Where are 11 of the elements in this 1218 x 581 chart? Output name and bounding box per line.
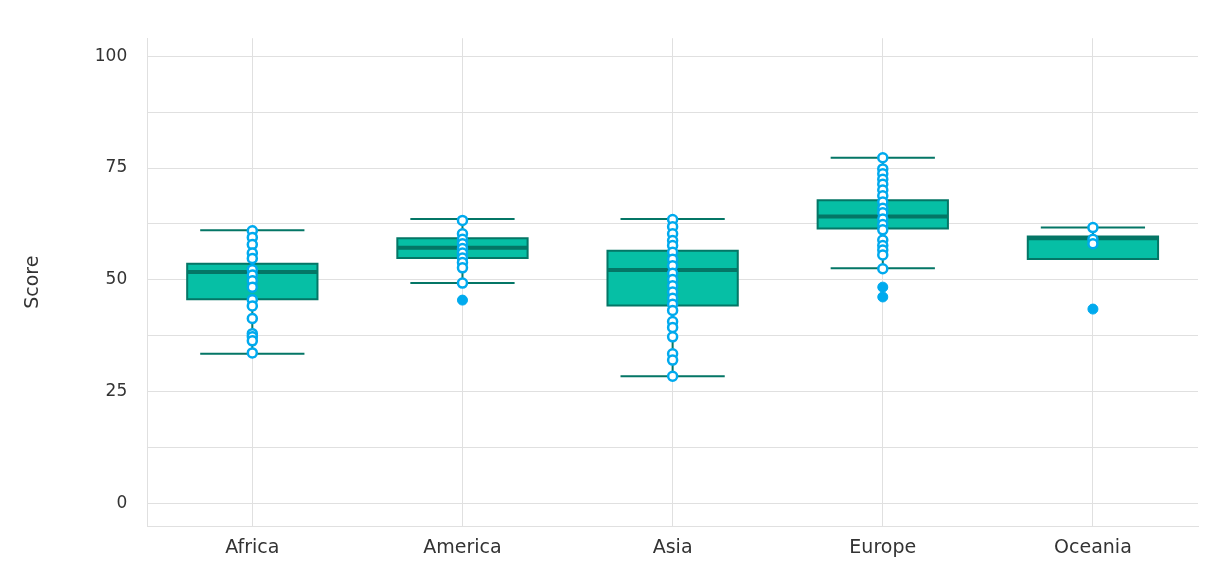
y-tick-label: 75	[105, 156, 128, 177]
y-tick-label: 100	[94, 44, 128, 65]
y-tick-label: 0	[116, 492, 128, 513]
x-tick-label: Africa	[225, 534, 280, 557]
x-tick-label: America	[423, 534, 502, 557]
y-axis-title: Score	[20, 255, 43, 309]
x-tick-label: Asia	[652, 534, 693, 557]
x-tick-label: Europe	[849, 534, 917, 557]
y-tick-label: 25	[105, 380, 128, 401]
y-tick-label: 50	[105, 268, 128, 289]
x-tick-label: Oceania	[1054, 534, 1132, 557]
